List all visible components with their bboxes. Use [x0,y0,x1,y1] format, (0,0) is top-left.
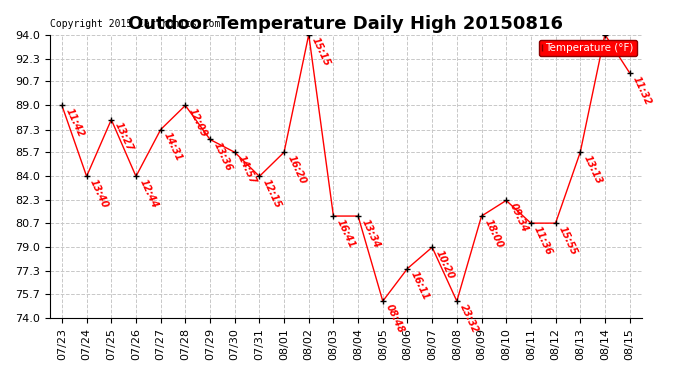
Text: 08:48: 08:48 [384,303,406,335]
Text: 13:27: 13:27 [112,121,135,153]
Text: 10:20: 10:20 [433,249,455,281]
Text: 13:40: 13:40 [88,178,110,210]
Text: 11:36: 11:36 [532,225,554,257]
Text: 11:32: 11:32 [631,74,653,106]
Text: 16:41: 16:41 [335,217,357,250]
Text: 09:34: 09:34 [508,202,530,234]
Text: 16:11: 16:11 [409,270,431,302]
Text: 14:31: 14:31 [162,131,184,163]
Text: 18:00: 18:00 [483,217,505,250]
Title: Outdoor Temperature Daily High 20150816: Outdoor Temperature Daily High 20150816 [128,15,563,33]
Text: 15:15: 15:15 [310,36,333,68]
Text: 12:44: 12:44 [137,178,159,210]
Text: 14:57: 14:57 [236,154,258,186]
Text: 15:55: 15:55 [557,225,579,257]
Text: 13:34: 13:34 [359,217,382,250]
Text: 12:09: 12:09 [187,107,209,139]
Text: 12:15: 12:15 [261,178,283,210]
Text: 23:32: 23:32 [458,303,480,335]
Text: 13:13: 13:13 [582,154,604,186]
Legend: Temperature (°F): Temperature (°F) [539,40,637,56]
Text: Copyright 2015 Cartronics.com: Copyright 2015 Cartronics.com [50,19,220,29]
Text: 11:42: 11:42 [63,107,86,139]
Text: 16:20: 16:20 [286,154,308,186]
Text: 13:36: 13:36 [211,141,233,173]
